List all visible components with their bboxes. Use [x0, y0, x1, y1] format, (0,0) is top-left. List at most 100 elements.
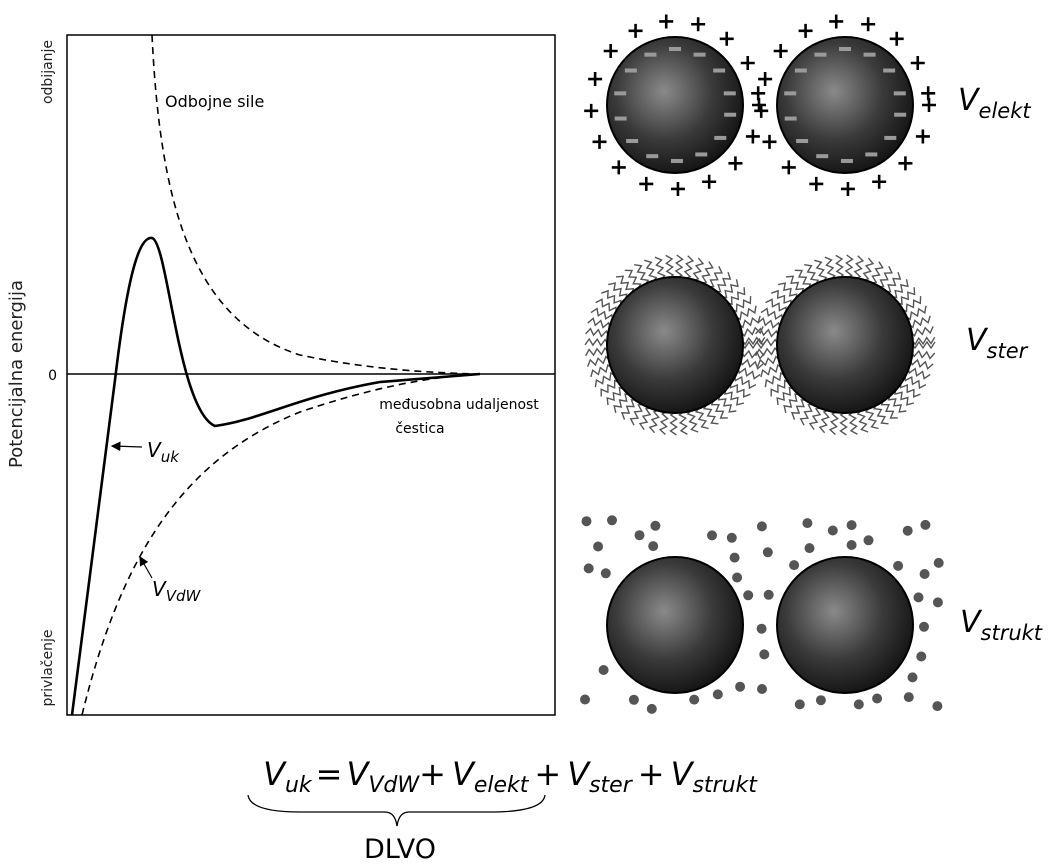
particle-label: Vstrukt [960, 605, 1043, 645]
plus-sign [603, 44, 618, 59]
plus-sign [758, 72, 773, 87]
vdw-label: VVdW [152, 577, 201, 605]
plus-sign [691, 17, 706, 32]
repulsive-curve [151, 34, 481, 375]
minus-sign [884, 135, 897, 140]
polymer-chain [713, 271, 732, 293]
symbol: V [346, 755, 370, 793]
polymer-chain [910, 340, 936, 350]
polymer-chain [783, 393, 803, 414]
polymer-chain [887, 392, 907, 413]
polymer-chain [906, 315, 931, 329]
polymer-chain [853, 255, 865, 281]
polymer-chain [608, 282, 628, 302]
minus-sign [693, 52, 706, 57]
symbol: V [567, 755, 591, 793]
polymer-chain [910, 336, 936, 346]
minus-sign [713, 68, 726, 73]
solvent-dot [583, 563, 594, 574]
total-label: Vuk [147, 438, 180, 466]
plus-sign [872, 174, 887, 189]
polymer-chain [594, 371, 618, 388]
plus-sign [628, 23, 643, 38]
solvent-dot [600, 568, 611, 579]
polymer-chain [717, 392, 737, 413]
polymer-chain [876, 265, 893, 288]
plus-sign [611, 160, 626, 175]
plus-sign [889, 31, 904, 46]
polymer-chain [856, 408, 869, 433]
minus-sign [695, 152, 708, 157]
equation: Vuk = VVdW+ Velekt + Vster + Vstrukt [263, 755, 758, 798]
solvent-dot [919, 621, 929, 632]
polymer-chain [595, 298, 617, 315]
polymer-chain [586, 355, 612, 367]
solvent-dot [919, 569, 930, 579]
polymer-chain [710, 397, 728, 419]
operator: = [316, 755, 343, 793]
plus-sign [670, 181, 685, 196]
polymer-chain [729, 296, 752, 313]
zero-label: 0 [48, 368, 57, 384]
polymer-chain [754, 346, 781, 357]
polymer-chain [648, 408, 662, 434]
polymer-chain [765, 298, 787, 315]
plus-sign [659, 14, 674, 29]
solvent-dot [913, 592, 924, 603]
particle [606, 276, 744, 414]
solvent-dot [634, 530, 645, 541]
particle [776, 556, 914, 694]
polymer-chain [844, 254, 854, 280]
polymer-chain [808, 406, 824, 430]
solvent-dot [804, 543, 815, 554]
polymer-chain [883, 271, 902, 293]
polymer-chain [770, 379, 792, 397]
solvent-dot [863, 535, 874, 546]
polymer-chain [804, 264, 820, 287]
solvent-dot [920, 519, 931, 530]
polymer-chain [620, 399, 639, 420]
solvent-dot [598, 665, 609, 675]
polymer-chain [654, 256, 666, 282]
polymer-chain [733, 305, 757, 321]
solvent-dot [650, 520, 661, 531]
symbol: V [452, 755, 476, 793]
solvent-dot [762, 547, 773, 558]
subscript: strukt [692, 773, 758, 798]
polymer-chain [739, 357, 764, 370]
symbol: V [152, 577, 167, 601]
plus-sign [719, 31, 734, 46]
minus-sign [669, 47, 681, 51]
polymer-chain [590, 363, 615, 378]
minus-sign [894, 112, 907, 117]
arrow [139, 555, 153, 579]
symbol: V [958, 83, 981, 118]
polymer-chain [702, 402, 719, 425]
polymer-chain [864, 405, 879, 430]
polymer-chain [606, 386, 627, 406]
polymer-chain [658, 410, 670, 436]
polymer-chain [738, 326, 764, 338]
plus-sign [798, 23, 813, 38]
y-axis-label: Potencijalna energija [6, 280, 27, 468]
polymer-chain [590, 307, 614, 323]
plus-sign [922, 98, 936, 112]
plus-sign [588, 72, 603, 87]
solvent-dot [907, 672, 918, 683]
plus-sign [592, 134, 607, 149]
polymer-chain [904, 373, 927, 390]
polymer-chain [868, 261, 884, 285]
polymer-chain [613, 393, 633, 414]
solvent-dot [735, 681, 746, 692]
y-bottom-label: privlačenje [40, 630, 56, 707]
polymer-chain [698, 261, 714, 285]
subscript: elekt [474, 773, 530, 798]
solvent-dot [933, 557, 944, 568]
polymer-chain [683, 255, 695, 281]
solvent-dot [743, 590, 754, 601]
plus-sign [740, 56, 755, 70]
polymer-chain [828, 410, 840, 436]
symbol: V [263, 755, 287, 793]
plus-sign [751, 86, 766, 101]
minus-sign [893, 91, 906, 96]
